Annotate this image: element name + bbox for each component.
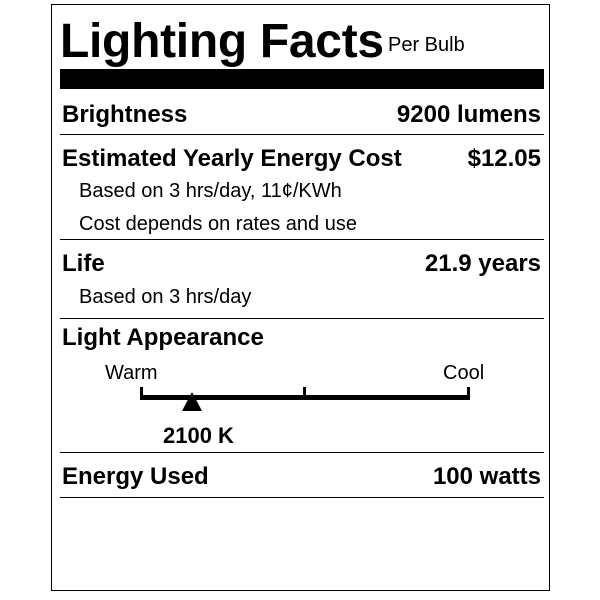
brightness-label: Brightness (62, 101, 188, 128)
energy-cost-value: $12.05 (467, 145, 541, 172)
header-divider-bar (60, 69, 544, 89)
divider (60, 318, 544, 319)
scale-tick (140, 387, 143, 400)
scale-tick (303, 387, 306, 397)
energy-cost-label: Estimated Yearly Energy Cost (62, 145, 402, 172)
energy-cost-note-rates: Cost depends on rates and use (79, 213, 357, 235)
label-title: Lighting Facts (60, 15, 384, 68)
divider (60, 134, 544, 135)
divider (60, 497, 544, 498)
color-temperature-marker (182, 392, 203, 411)
light-appearance-label: Light Appearance (62, 324, 264, 351)
energy-used-label: Energy Used (62, 463, 209, 490)
color-temperature-value: 2100 K (163, 423, 234, 448)
cool-label: Cool (443, 362, 485, 384)
scale-line (140, 395, 470, 400)
energy-used-value: 100 watts (432, 463, 541, 490)
divider (60, 452, 544, 453)
scale-tick (467, 387, 470, 400)
life-label: Life (62, 250, 105, 277)
divider (60, 239, 544, 240)
life-note: Based on 3 hrs/day (79, 286, 252, 308)
warm-label: Warm (105, 362, 158, 384)
life-value: 21.9 years (424, 250, 541, 277)
brightness-value: 9200 lumens (396, 101, 541, 128)
label-subtitle: Per Bulb (388, 34, 465, 56)
lighting-facts-label: Lighting Facts Per Bulb Brightness 9200 … (51, 4, 550, 591)
energy-cost-note-basis: Based on 3 hrs/day, 11¢/KWh (79, 180, 342, 202)
